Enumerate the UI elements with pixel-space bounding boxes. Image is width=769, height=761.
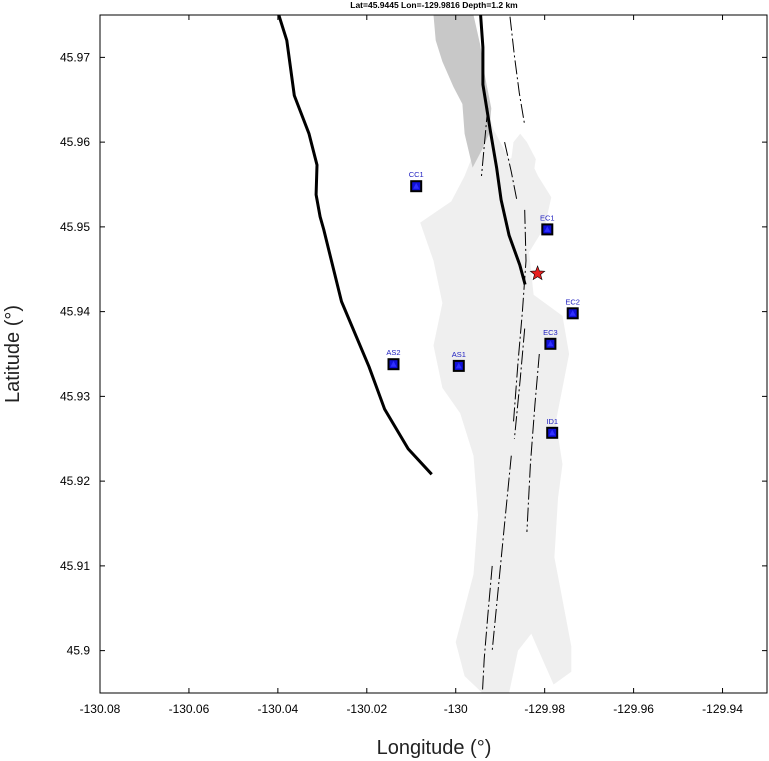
fissure-line	[491, 455, 512, 651]
lava-flow-dark	[433, 15, 492, 168]
plot-area: CC1 EC1 EC2 EC3 AS2 AS1 ID1	[99, 14, 768, 694]
y-axis-title: Latitude (°)	[2, 305, 24, 403]
y-tick-label: 45.93	[60, 389, 90, 403]
station-triangle	[547, 340, 554, 347]
event-star	[529, 265, 546, 281]
station-label: CC1	[409, 170, 424, 179]
plot-title: Lat=45.9445 Lon=-129.9816 Depth=1.2 km	[350, 0, 518, 10]
x-axis-title: Longitude (°)	[377, 737, 492, 759]
station-triangle	[569, 310, 576, 316]
station-label: AS2	[386, 348, 400, 357]
x-tick-label: -129.98	[524, 702, 565, 716]
y-tick-label: 45.96	[60, 135, 90, 149]
station-label: AS1	[452, 350, 466, 359]
station-triangle	[549, 429, 556, 436]
station-as1: AS1	[452, 350, 466, 372]
station-ec1: EC1	[540, 213, 555, 236]
fissure-line	[481, 565, 493, 693]
caldera-wall-west	[277, 15, 433, 476]
caldera-lines	[277, 15, 527, 476]
plot-background	[100, 15, 767, 693]
station-triangle	[413, 183, 420, 189]
fissure-line	[481, 108, 489, 177]
fissure-line	[504, 141, 518, 202]
fissure-line	[513, 328, 526, 439]
x-tick-label: -129.96	[613, 702, 654, 716]
stations-layer: CC1 EC1 EC2 EC3 AS2 AS1 ID1	[386, 170, 580, 439]
fissure-line	[509, 16, 526, 126]
station-ec3: EC3	[543, 328, 558, 350]
lava-flows	[420, 15, 572, 693]
station-as2: AS2	[386, 348, 401, 371]
x-tick-label: -129.94	[702, 702, 743, 716]
y-tick-label: 45.9	[67, 644, 91, 658]
station-triangle	[390, 361, 397, 367]
station-label: EC2	[565, 297, 580, 306]
fissure-line	[526, 353, 540, 533]
plot-frame	[99, 14, 768, 694]
y-tick-label: 45.91	[60, 559, 90, 573]
station-cc1: CC1	[409, 170, 424, 193]
y-tick-label: 45.97	[60, 50, 90, 64]
caldera-wall-east	[479, 15, 527, 285]
y-tick-label: 45.92	[60, 474, 90, 488]
lava-flow-light	[509, 133, 536, 206]
x-tick-label: -130	[444, 702, 468, 716]
lava-flow-light	[420, 99, 572, 693]
y-tick-label: 45.95	[60, 220, 90, 234]
x-tick-label: -130.06	[169, 702, 210, 716]
x-tick-label: -130.08	[80, 702, 121, 716]
y-tick-label: 45.94	[60, 305, 90, 319]
y-axis-ticks: 45.9 45.91 45.92 45.93 45.94 45.95 45.96 45.97	[60, 50, 767, 658]
station-label: EC1	[540, 213, 555, 222]
station-ec2: EC2	[565, 297, 580, 320]
event-marker-group	[529, 265, 546, 281]
station-triangle	[544, 226, 551, 232]
x-tick-label: -130.02	[346, 702, 387, 716]
x-axis-ticks: -130.08 -130.06 -130.04 -130.02 -130 -129.98 -…	[80, 15, 743, 716]
station-label: ID1	[546, 417, 558, 426]
station-id1: ID1	[546, 417, 559, 439]
fissure-lines	[481, 16, 540, 693]
x-tick-label: -130.04	[258, 702, 299, 716]
fissure-line	[513, 209, 527, 422]
station-triangle	[455, 362, 462, 369]
station-label: EC3	[543, 328, 558, 337]
